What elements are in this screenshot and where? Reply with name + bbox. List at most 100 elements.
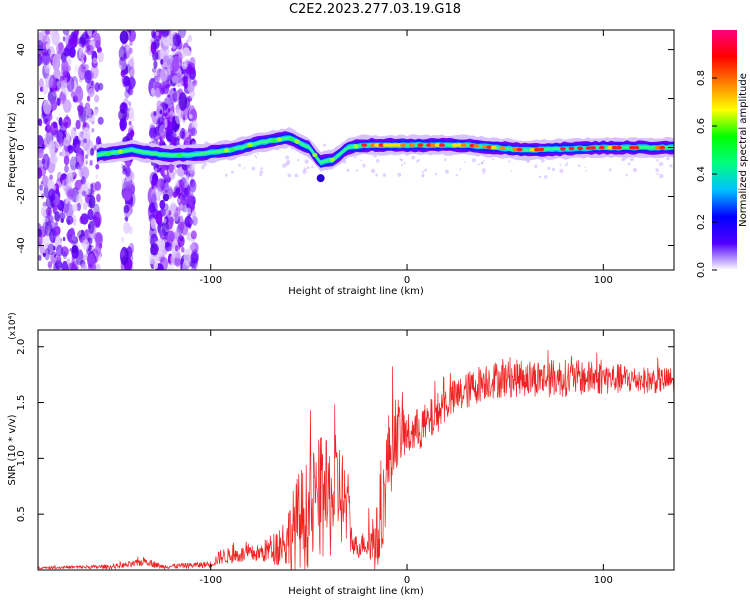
noise-blob xyxy=(51,30,60,46)
ridge-hotspot xyxy=(426,143,432,147)
noise-blob xyxy=(169,104,175,111)
ridge-spot xyxy=(117,149,123,154)
x-axis-label: Height of straight line (km) xyxy=(288,586,424,597)
ridge-inner xyxy=(96,135,674,166)
noise-dot xyxy=(304,159,309,164)
noise-blob xyxy=(161,30,170,38)
noise-blob xyxy=(53,69,61,79)
noise-blob xyxy=(66,232,70,238)
noise-blob xyxy=(81,190,87,197)
noise-blob xyxy=(56,116,60,121)
noise-dot xyxy=(375,159,380,163)
noise-blob xyxy=(159,82,165,94)
noise-blob xyxy=(150,87,156,97)
noise-dot xyxy=(544,175,548,179)
ridge-hotspot xyxy=(430,143,437,147)
noise-blob xyxy=(169,94,173,102)
noise-dot xyxy=(584,166,587,169)
noise-blob xyxy=(156,116,165,132)
noise-dot xyxy=(287,173,292,178)
noise-blob xyxy=(41,51,51,65)
noise-blob xyxy=(167,170,176,180)
noise-dot xyxy=(659,173,664,179)
noise-blob xyxy=(56,244,64,257)
ridge-spot xyxy=(106,151,112,156)
noise-blob xyxy=(77,104,84,116)
ridge-hotspot xyxy=(585,146,592,150)
noise-blob xyxy=(69,156,78,171)
y-axis-label: Frequency (Hz) xyxy=(7,112,18,188)
noise-dot xyxy=(656,159,659,162)
noise-dot xyxy=(477,163,480,166)
noise-blob xyxy=(48,188,56,202)
noise-blob xyxy=(188,134,192,140)
noise-blob xyxy=(38,234,43,247)
noise-dot xyxy=(201,165,205,170)
noise-blob xyxy=(129,129,135,138)
noise-blob xyxy=(174,245,179,252)
ridge-hotspot xyxy=(387,143,394,147)
ridge-hotspot xyxy=(374,143,381,147)
colorbar-tick-label: 0.2 xyxy=(696,214,707,230)
y-axis-label: SNR (10 * v/v) xyxy=(7,414,18,485)
noise-blob xyxy=(64,164,69,173)
noise-blob xyxy=(92,30,96,33)
noise-dot xyxy=(360,159,363,162)
noise-blob xyxy=(149,124,157,140)
noise-dot xyxy=(403,162,406,165)
noise-blob xyxy=(84,194,90,204)
noise-dot xyxy=(259,170,264,174)
noise-blob xyxy=(152,42,157,50)
ridge-hotspot xyxy=(516,147,523,152)
noise-blob xyxy=(85,44,94,56)
ridge-spot xyxy=(223,148,229,153)
ridge-hotspot xyxy=(391,143,398,147)
noise-dot xyxy=(482,172,485,175)
noise-blob xyxy=(38,78,44,89)
colorbar-tick-label: 0.4 xyxy=(696,166,707,182)
noise-blob xyxy=(189,243,196,251)
noise-blob xyxy=(124,216,129,222)
noise-blob xyxy=(70,91,76,99)
noise-blob xyxy=(98,82,104,91)
noise-dot xyxy=(547,166,551,170)
noise-dot xyxy=(491,157,494,161)
noise-blob xyxy=(65,197,69,204)
noise-blob xyxy=(97,116,104,125)
noise-blob xyxy=(121,103,127,109)
noise-blob xyxy=(95,232,103,246)
noise-blob xyxy=(169,201,177,213)
noise-blob xyxy=(124,89,130,99)
noise-blob xyxy=(63,136,71,147)
noise-blob xyxy=(67,187,75,203)
noise-blob xyxy=(84,69,92,84)
noise-blob xyxy=(39,184,43,191)
noise-blob xyxy=(127,77,136,88)
noise-blob xyxy=(47,243,55,256)
noise-dot xyxy=(203,162,208,167)
noise-blob xyxy=(172,33,182,47)
noise-blob xyxy=(80,59,85,64)
noise-blob xyxy=(163,119,168,128)
noise-dot xyxy=(238,163,242,167)
noise-blob xyxy=(63,155,70,166)
noise-blob xyxy=(71,240,75,246)
colorbar-tick-label: 0.8 xyxy=(696,70,707,86)
noise-blob xyxy=(38,228,42,237)
noise-blob xyxy=(38,159,43,168)
noise-dot xyxy=(370,168,376,174)
noise-blob xyxy=(94,94,100,103)
noise-blob xyxy=(188,89,196,99)
noise-blob xyxy=(166,132,173,143)
noise-dot xyxy=(294,173,299,178)
noise-blob xyxy=(89,160,93,167)
noise-blob xyxy=(157,249,163,256)
noise-blob xyxy=(62,30,70,36)
noise-blob xyxy=(52,90,57,97)
noise-dot xyxy=(311,165,314,169)
noise-dot xyxy=(666,156,670,161)
noise-blob xyxy=(189,57,196,67)
noise-blob xyxy=(167,187,174,198)
noise-blob xyxy=(178,221,185,232)
noise-blob xyxy=(159,130,167,140)
